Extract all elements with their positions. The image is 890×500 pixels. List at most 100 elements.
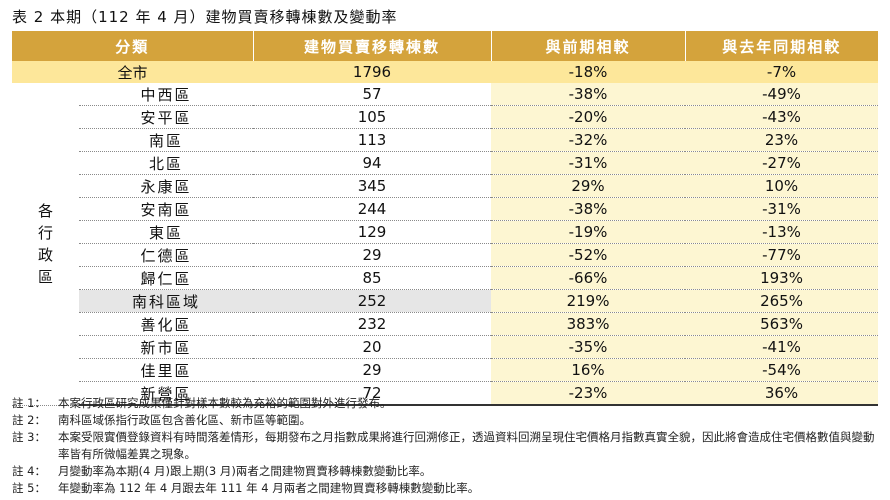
table-row: 歸仁區 85 -66% 193% <box>12 266 879 290</box>
group-label-char: 政 <box>37 245 53 264</box>
district-name: 佳里區 <box>79 358 254 382</box>
footnote-text: 本案受限實價登錄資料有時間落差情形，每期發布之月指數成果將進行回溯修正，透過資料… <box>58 430 875 461</box>
prev-period-change: -35% <box>491 335 686 359</box>
district-name: 安平區 <box>79 105 254 129</box>
header-count: 建物買賣移轉棟數 <box>252 31 492 61</box>
transfer-count: 345 <box>253 174 492 198</box>
transfer-count: 252 <box>253 289 492 313</box>
prev-period-change: 383% <box>491 312 686 336</box>
table-row: 北區 94 -31% -27% <box>12 151 879 175</box>
header-yoy: 與去年同期相較 <box>684 31 879 61</box>
group-label: 各行政區 <box>12 83 79 406</box>
footnote: 註 1： 本案行政區研究成果僅針對樣本數較為充裕的範圍對外進行發布。 <box>12 395 882 412</box>
district-name: 仁德區 <box>79 243 254 267</box>
table-row: 永康區 345 29% 10% <box>12 174 879 198</box>
footnote: 註 3： 本案受限實價登錄資料有時間落差情形，每期發布之月指數成果將進行回溯修正，… <box>12 429 882 463</box>
district-name: 南科區域 <box>79 289 254 313</box>
yoy-change: -49% <box>685 83 879 106</box>
header-category: 分類 <box>12 31 254 61</box>
group-label-char: 行 <box>37 223 53 242</box>
footnote-tag: 註 4： <box>12 464 46 478</box>
yoy-change: -13% <box>685 220 879 244</box>
prev-period-change: -19% <box>491 220 686 244</box>
table-row: 仁德區 29 -52% -77% <box>12 243 879 267</box>
table-row: 安平區 105 -20% -43% <box>12 105 879 129</box>
transfer-count: 29 <box>253 243 492 267</box>
table-row: 善化區 232 383% 563% <box>12 312 879 336</box>
table-row: 各行政區中西區 57 -38% -49% <box>12 83 879 406</box>
total-yoy: -7% <box>685 61 879 83</box>
yoy-change: -31% <box>685 197 879 221</box>
district-name: 北區 <box>79 151 254 175</box>
footnote-text: 南科區域係指行政區包含善化區、新市區等範圍。 <box>58 413 311 427</box>
footnote: 註 2： 南科區域係指行政區包含善化區、新市區等範圍。 <box>12 412 882 429</box>
table-row: 佳里區 29 16% -54% <box>12 358 879 382</box>
yoy-change: -54% <box>685 358 879 382</box>
footnote: 註 4： 月變動率為本期(4 月)跟上期(3 月)兩者之間建物買賣移轉棟數變動比率… <box>12 463 882 480</box>
transfer-count: 72 <box>253 381 492 406</box>
group-label-char: 區 <box>37 267 53 286</box>
yoy-change: 36% <box>685 381 879 406</box>
footnote-text: 本案行政區研究成果僅針對樣本數較為充裕的範圍對外進行發布。 <box>58 396 392 410</box>
yoy-change: -27% <box>685 151 879 175</box>
yoy-change: -43% <box>685 105 879 129</box>
district-name: 新營區 <box>79 381 254 406</box>
footnote-tag: 註 1： <box>12 396 46 410</box>
table-row: 新市區 20 -35% -41% <box>12 335 879 359</box>
yoy-change: 193% <box>685 266 879 290</box>
total-row: 全市 1796 -18% -7% <box>12 61 879 83</box>
footnote-text: 月變動率為本期(4 月)跟上期(3 月)兩者之間建物買賣移轉棟數變動比率。 <box>58 464 432 478</box>
district-name: 永康區 <box>79 174 254 198</box>
transfer-count: 105 <box>253 105 492 129</box>
group-label-char: 各 <box>37 201 53 220</box>
transfer-count: 29 <box>253 358 492 382</box>
footnote-tag: 註 3： <box>12 430 46 444</box>
transfer-count: 129 <box>253 220 492 244</box>
district-name: 歸仁區 <box>79 266 254 290</box>
transfer-count: 57 <box>253 83 492 106</box>
prev-period-change: -52% <box>491 243 686 267</box>
transfer-count: 113 <box>253 128 492 152</box>
district-name: 新市區 <box>79 335 254 359</box>
footnote-text: 年變動率為 112 年 4 月跟去年 111 年 4 月兩者之間建物買賣移轉棟數… <box>58 481 480 495</box>
prev-period-change: -32% <box>491 128 686 152</box>
yoy-change: -77% <box>685 243 879 267</box>
footnotes: 註 1： 本案行政區研究成果僅針對樣本數較為充裕的範圍對外進行發布。註 2： 南科區… <box>12 395 882 497</box>
total-prev: -18% <box>491 61 686 83</box>
total-label: 全市 <box>12 61 254 83</box>
district-name: 中西區 <box>79 83 254 106</box>
yoy-change: 23% <box>685 128 879 152</box>
footnote-tag: 註 2： <box>12 413 46 427</box>
transfer-count: 85 <box>253 266 492 290</box>
table-row: 南科區域 252 219% 265% <box>12 289 879 313</box>
transfer-count: 94 <box>253 151 492 175</box>
prev-period-change: -66% <box>491 266 686 290</box>
transfer-count: 20 <box>253 335 492 359</box>
prev-period-change: -31% <box>491 151 686 175</box>
footnote: 註 5： 年變動率為 112 年 4 月跟去年 111 年 4 月兩者之間建物買賣… <box>12 480 882 497</box>
table-row: 東區 129 -19% -13% <box>12 220 879 244</box>
prev-period-change: 29% <box>491 174 686 198</box>
prev-period-change: -38% <box>491 83 686 106</box>
total-count: 1796 <box>253 61 492 83</box>
table-body: 全市 1796 -18% -7% 各行政區中西區 57 -38% -49% 安平區 105… <box>12 61 879 406</box>
footnote-tag: 註 5： <box>12 481 46 495</box>
prev-period-change: -20% <box>491 105 686 129</box>
prev-period-change: -38% <box>491 197 686 221</box>
yoy-change: -41% <box>685 335 879 359</box>
yoy-change: 563% <box>685 312 879 336</box>
prev-period-change: 219% <box>491 289 686 313</box>
prev-period-change: -23% <box>491 381 686 406</box>
table-row: 安南區 244 -38% -31% <box>12 197 879 221</box>
header-prev: 與前期相較 <box>490 31 686 61</box>
table-row: 新營區 72 -23% 36% <box>12 381 879 406</box>
district-name: 南區 <box>79 128 254 152</box>
yoy-change: 10% <box>685 174 879 198</box>
district-name: 善化區 <box>79 312 254 336</box>
district-name: 東區 <box>79 220 254 244</box>
yoy-change: 265% <box>685 289 879 313</box>
table-row: 南區 113 -32% 23% <box>12 128 879 152</box>
prev-period-change: 16% <box>491 358 686 382</box>
transfer-count: 232 <box>253 312 492 336</box>
